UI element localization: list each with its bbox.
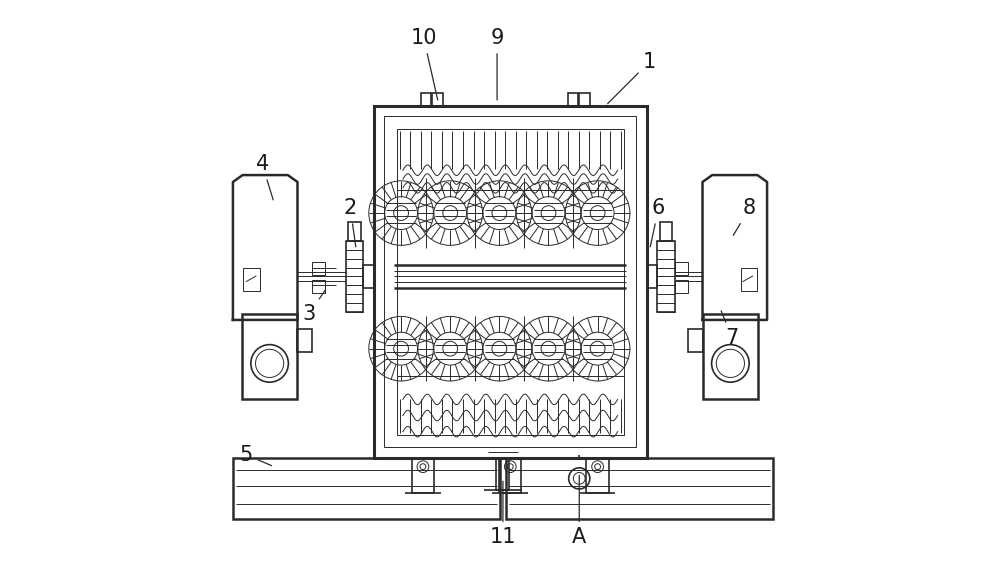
Bar bbox=[579, 93, 590, 106]
Text: 5: 5 bbox=[240, 445, 271, 465]
Bar bbox=[348, 222, 361, 241]
Bar bbox=[647, 265, 657, 288]
Bar bbox=[384, 116, 636, 447]
Bar bbox=[703, 314, 758, 399]
Bar bbox=[297, 329, 312, 352]
Bar bbox=[432, 93, 443, 106]
Bar bbox=[675, 262, 688, 275]
Text: 4: 4 bbox=[256, 154, 273, 200]
Text: 2: 2 bbox=[344, 198, 357, 247]
Bar bbox=[586, 458, 609, 493]
Text: 7: 7 bbox=[721, 311, 738, 348]
Bar bbox=[412, 458, 434, 493]
Text: 10: 10 bbox=[410, 28, 438, 100]
Bar bbox=[397, 129, 624, 434]
Bar bbox=[499, 458, 521, 493]
Bar bbox=[374, 106, 647, 458]
Bar bbox=[741, 268, 757, 291]
Bar bbox=[312, 279, 325, 292]
Text: 1: 1 bbox=[608, 52, 656, 104]
Bar bbox=[568, 93, 578, 106]
Bar bbox=[243, 268, 260, 291]
Bar bbox=[363, 265, 374, 288]
Bar bbox=[675, 279, 688, 292]
Bar bbox=[496, 458, 509, 490]
Bar bbox=[242, 314, 297, 399]
Bar bbox=[233, 458, 500, 519]
Bar bbox=[421, 93, 431, 106]
Text: 11: 11 bbox=[490, 481, 516, 547]
Text: 9: 9 bbox=[490, 28, 504, 100]
Bar bbox=[346, 241, 363, 312]
Text: 3: 3 bbox=[303, 290, 325, 324]
Bar bbox=[312, 262, 325, 275]
Bar bbox=[688, 329, 703, 352]
Bar bbox=[660, 222, 672, 241]
Text: A: A bbox=[572, 475, 586, 547]
Text: 6: 6 bbox=[650, 198, 665, 247]
Bar bbox=[506, 458, 773, 519]
Text: 8: 8 bbox=[733, 198, 756, 235]
Bar bbox=[657, 241, 675, 312]
